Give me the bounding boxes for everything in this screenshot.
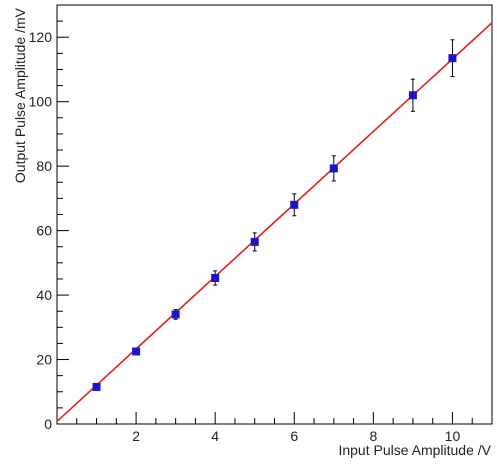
- data-points-layer: [92, 54, 457, 391]
- data-point: [408, 91, 417, 100]
- data-point: [329, 164, 338, 173]
- data-point: [132, 347, 141, 356]
- y-tick-label: 80: [36, 158, 52, 174]
- x-tick-label: 4: [211, 428, 219, 444]
- data-point: [211, 273, 220, 282]
- y-axis-title: Output Pulse Amplitude /mV: [12, 7, 28, 183]
- axis-ticks: [57, 4, 473, 425]
- x-tick-label: 6: [290, 428, 298, 444]
- x-tick-label: 8: [369, 428, 377, 444]
- fit-line: [56, 22, 493, 423]
- data-point: [92, 382, 101, 391]
- y-tick-label: 0: [44, 416, 52, 432]
- data-point: [250, 237, 259, 246]
- y-tick-label: 120: [29, 29, 53, 45]
- fit-line-layer: [56, 22, 493, 423]
- x-tick-label: 10: [445, 428, 461, 444]
- x-axis-title: Input Pulse Amplitude /V: [338, 442, 491, 458]
- y-tick-label: 60: [36, 223, 52, 239]
- x-tick-label: 2: [132, 428, 140, 444]
- data-point: [171, 310, 180, 319]
- data-point: [448, 54, 457, 63]
- data-point: [290, 200, 299, 209]
- y-tick-label: 100: [29, 94, 53, 110]
- y-tick-label: 20: [36, 352, 52, 368]
- y-tick-label: 40: [36, 287, 52, 303]
